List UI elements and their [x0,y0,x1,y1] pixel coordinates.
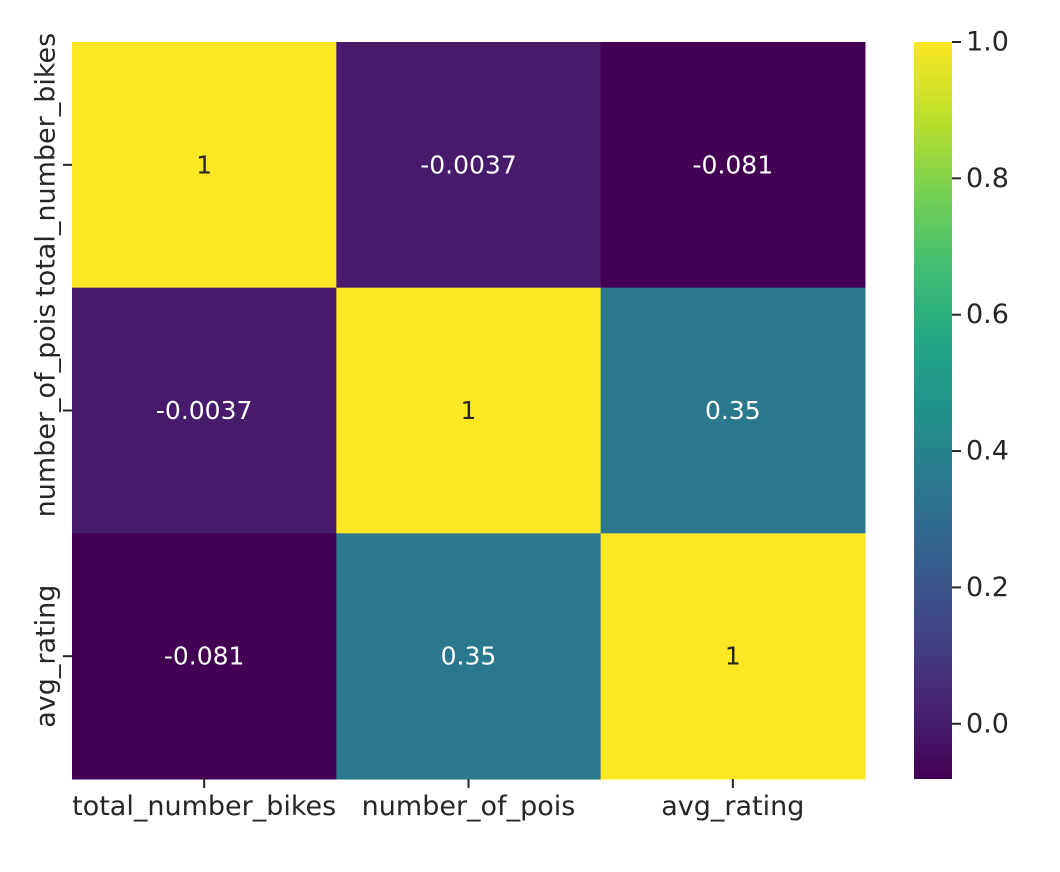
cell-annotation-1-0: -0.0037 [156,396,253,425]
y-tick-label-1: number_of_pois [31,304,62,518]
heatmap-cells: 1 -0.0037 -0.081 -0.0037 1 0.35 -0.081 0.35 1 [72,42,866,780]
heatmap-cell-0-0 [72,42,337,289]
colorbar-gradient [914,42,952,779]
colorbar-tick-label-1: 0.2 [966,572,1009,603]
y-tick-label-2: avg_rating [31,585,62,728]
heatmap-cell-1-1 [336,287,602,534]
colorbar-tick-label-2: 0.4 [966,436,1009,467]
x-axis: total_number_bikes number_of_pois avg_rati… [72,779,804,822]
colorbar-tick-label-3: 0.6 [966,299,1009,330]
cell-annotation-2-0: -0.081 [164,642,245,671]
cell-annotation-0-1: -0.0037 [420,150,517,179]
cell-annotation-2-1: 0.35 [441,642,497,671]
cell-annotation-0-0: 1 [196,150,212,179]
heatmap-cell-0-2 [600,42,866,289]
heatmap-cell-2-1 [336,533,602,780]
y-axis: total_number_bikes number_of_pois avg_rati… [31,33,72,728]
cell-annotation-1-2: 0.35 [705,396,761,425]
cell-annotation-0-2: -0.081 [693,150,774,179]
colorbar: 0.0 0.2 0.4 0.6 0.8 1.0 [914,27,1009,779]
colorbar-tick-label-5: 1.0 [966,27,1009,58]
heatmap-cell-1-2 [600,287,866,534]
x-tick-label-2: avg_rating [661,791,804,822]
heatmap-cell-2-0 [72,533,337,780]
colorbar-tick-label-0: 0.0 [966,708,1009,739]
colorbar-tick-label-4: 0.8 [966,163,1009,194]
cell-annotation-1-1: 1 [461,396,477,425]
heatmap-cell-0-1 [336,42,602,289]
heatmap-cell-2-2 [600,533,866,780]
y-tick-label-0: total_number_bikes [31,33,62,297]
x-tick-label-0: total_number_bikes [72,791,336,822]
heatmap-cell-1-0 [72,287,337,534]
x-tick-label-1: number_of_pois [362,791,576,822]
cell-annotation-2-2: 1 [725,642,741,671]
